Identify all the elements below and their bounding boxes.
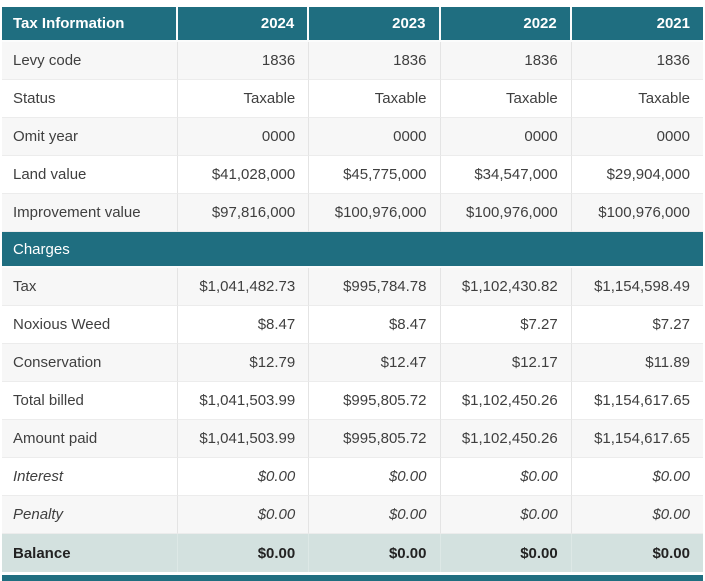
table-row-levy-code: Levy code 1836 1836 1836 1836 — [2, 42, 703, 80]
cell-value: $34,547,000 — [440, 156, 572, 194]
cell-value: $0.00 — [178, 496, 310, 534]
row-label: Land value — [2, 156, 178, 194]
cell-value: 1836 — [440, 42, 572, 80]
cell-value: $1,041,503.99 — [178, 420, 310, 458]
cell-value: $0.00 — [309, 496, 441, 534]
cell-value: 1836 — [309, 42, 441, 80]
cell-value: Taxable — [571, 80, 703, 118]
cell-value: 0000 — [571, 118, 703, 156]
row-label: Conservation — [2, 344, 178, 382]
cell-value: $0.00 — [309, 534, 441, 572]
cell-value: $1,102,430.82 — [440, 268, 572, 306]
row-label: Omit year — [2, 118, 178, 156]
row-label: Amount paid — [2, 420, 178, 458]
cell-value: $100,976,000 — [440, 194, 572, 232]
column-header-2024: 2024 — [178, 7, 310, 42]
cell-value: $0.00 — [178, 458, 310, 496]
row-label: Noxious Weed — [2, 306, 178, 344]
cell-value: $0.00 — [440, 458, 572, 496]
cell-value: $45,775,000 — [309, 156, 441, 194]
cell-value: $0.00 — [571, 534, 703, 572]
table-header-row: Tax Information 2024 2023 2022 2021 — [2, 7, 703, 42]
table-row-balance: Balance $0.00 $0.00 $0.00 $0.00 — [2, 534, 703, 572]
cell-value: Taxable — [309, 80, 441, 118]
cell-value: $1,154,598.49 — [571, 268, 703, 306]
cell-value: $1,102,450.26 — [440, 420, 572, 458]
cell-value: $0.00 — [571, 496, 703, 534]
cell-value: 0000 — [309, 118, 441, 156]
table-row-tax: Tax $1,041,482.73 $995,784.78 $1,102,430… — [2, 268, 703, 306]
cell-value: $8.47 — [309, 306, 441, 344]
cell-value: $0.00 — [440, 534, 572, 572]
table-row-interest: Interest $0.00 $0.00 $0.00 $0.00 — [2, 458, 703, 496]
cell-value: $11.89 — [571, 344, 703, 382]
table-row-conservation: Conservation $12.79 $12.47 $12.17 $11.89 — [2, 344, 703, 382]
row-label: Penalty — [2, 496, 178, 534]
cell-value: $97,816,000 — [178, 194, 310, 232]
cell-value: $1,102,450.26 — [440, 382, 572, 420]
cell-value: $0.00 — [309, 458, 441, 496]
cell-value: 1836 — [178, 42, 310, 80]
cell-value: 1836 — [571, 42, 703, 80]
cell-value: $8.47 — [178, 306, 310, 344]
row-label: Total billed — [2, 382, 178, 420]
cell-value: $100,976,000 — [309, 194, 441, 232]
cell-value: $0.00 — [571, 458, 703, 496]
next-section-header-partial — [2, 575, 703, 581]
column-header-2022: 2022 — [440, 7, 572, 42]
table-row-penalty: Penalty $0.00 $0.00 $0.00 $0.00 — [2, 496, 703, 534]
cell-value: $12.47 — [309, 344, 441, 382]
row-label: Status — [2, 80, 178, 118]
cell-value: Taxable — [178, 80, 310, 118]
cell-value: Taxable — [440, 80, 572, 118]
cell-value: $7.27 — [571, 306, 703, 344]
cell-value: $29,904,000 — [571, 156, 703, 194]
cell-value: 0000 — [440, 118, 572, 156]
cell-value: $0.00 — [178, 534, 310, 572]
tax-information-table: Tax Information 2024 2023 2022 2021 Levy… — [2, 7, 703, 572]
cell-value: $1,041,503.99 — [178, 382, 310, 420]
cell-value: 0000 — [178, 118, 310, 156]
cell-value: $995,805.72 — [309, 382, 441, 420]
cell-value: $1,154,617.65 — [571, 420, 703, 458]
charges-section-header: Charges — [2, 232, 703, 268]
cell-value: $12.79 — [178, 344, 310, 382]
row-label: Interest — [2, 458, 178, 496]
table-title: Tax Information — [2, 7, 178, 42]
cell-value: $1,154,617.65 — [571, 382, 703, 420]
row-label: Levy code — [2, 42, 178, 80]
cell-value: $995,805.72 — [309, 420, 441, 458]
table-row-improvement-value: Improvement value $97,816,000 $100,976,0… — [2, 194, 703, 232]
cell-value: $1,041,482.73 — [178, 268, 310, 306]
table-row-amount-paid: Amount paid $1,041,503.99 $995,805.72 $1… — [2, 420, 703, 458]
charges-section-row: Charges — [2, 232, 703, 268]
row-label: Balance — [2, 534, 178, 572]
table-row-total-billed: Total billed $1,041,503.99 $995,805.72 $… — [2, 382, 703, 420]
table-row-omit-year: Omit year 0000 0000 0000 0000 — [2, 118, 703, 156]
cell-value: $12.17 — [440, 344, 572, 382]
column-header-2021: 2021 — [571, 7, 703, 42]
cell-value: $7.27 — [440, 306, 572, 344]
table-row-land-value: Land value $41,028,000 $45,775,000 $34,5… — [2, 156, 703, 194]
table-row-status: Status Taxable Taxable Taxable Taxable — [2, 80, 703, 118]
row-label: Tax — [2, 268, 178, 306]
cell-value: $995,784.78 — [309, 268, 441, 306]
column-header-2023: 2023 — [309, 7, 441, 42]
cell-value: $41,028,000 — [178, 156, 310, 194]
cell-value: $100,976,000 — [571, 194, 703, 232]
cell-value: $0.00 — [440, 496, 572, 534]
row-label: Improvement value — [2, 194, 178, 232]
table-row-noxious-weed: Noxious Weed $8.47 $8.47 $7.27 $7.27 — [2, 306, 703, 344]
